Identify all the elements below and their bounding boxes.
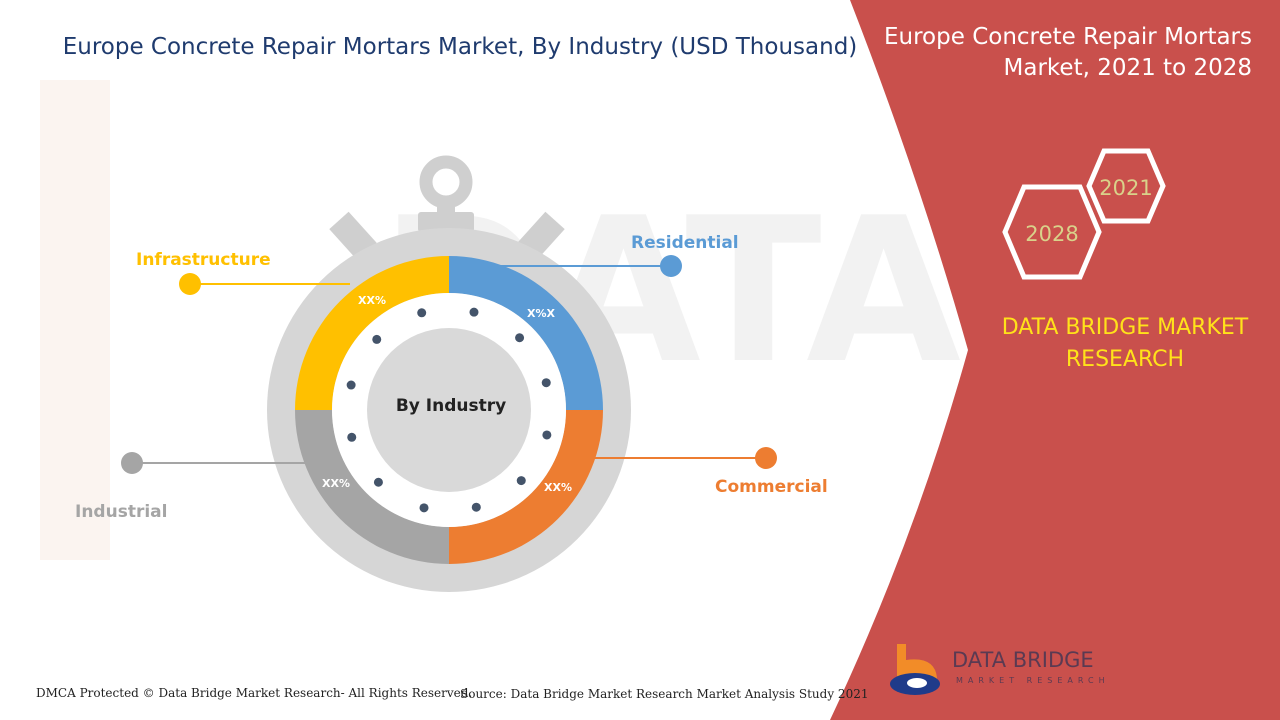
dial-dots	[346, 307, 552, 513]
industrial-label: Industrial	[75, 502, 168, 522]
dial-dot	[541, 378, 551, 388]
logo-mark	[890, 644, 940, 695]
year-end: 2028	[1025, 222, 1078, 246]
commercial-label: Commercial	[715, 477, 828, 497]
side-panel	[830, 0, 1280, 720]
commercial-value: XX%	[544, 481, 572, 494]
infrastructure-value: XX%	[358, 294, 386, 307]
callouts	[121, 255, 777, 474]
residential-marker	[660, 255, 682, 277]
hexagon-2021	[1086, 148, 1166, 224]
dial-dot	[372, 334, 382, 344]
donut-segments	[295, 256, 603, 564]
chart-title: Europe Concrete Repair Mortars Market, B…	[62, 34, 858, 60]
dial-dot	[469, 307, 479, 317]
side-panel-title: Europe Concrete Repair Mortars Market, 2…	[884, 24, 1252, 81]
commercial-marker	[755, 447, 777, 469]
dial-dot	[417, 308, 427, 318]
residential-label: Residential	[631, 233, 739, 253]
dial-dot	[419, 503, 429, 513]
center-label: By Industry	[396, 396, 506, 416]
commercial-segment	[449, 410, 603, 564]
dial-dot	[373, 477, 383, 487]
source-text: Source: Data Bridge Market Research Mark…	[460, 687, 869, 701]
year-start: 2021	[1099, 176, 1152, 200]
industrial-segment	[295, 410, 449, 564]
dial-dot	[542, 430, 552, 440]
logo-tagline: MARKET RESEARCH	[956, 676, 1110, 685]
industrial-marker	[121, 452, 143, 474]
copyright-text: DMCA Protected © Data Bridge Market Rese…	[36, 686, 473, 700]
residential-segment	[449, 256, 603, 410]
dial-dot	[347, 432, 357, 442]
infrastructure-segment	[295, 256, 449, 410]
dial-dot	[346, 380, 356, 390]
infrastructure-label: Infrastructure	[136, 250, 271, 270]
infrastructure-marker	[179, 273, 201, 295]
center-circle	[367, 328, 531, 492]
logo-name: DATA BRIDGE	[952, 648, 1094, 672]
dial-dot	[516, 476, 526, 486]
dial-dot	[471, 502, 481, 512]
brand-name: DATA BRIDGE MARKET RESEARCH	[1001, 315, 1249, 372]
dial-dot	[515, 333, 525, 343]
residential-value: X%X	[527, 307, 556, 320]
industrial-value: XX%	[322, 477, 350, 490]
hexagon-2028	[1002, 184, 1102, 280]
